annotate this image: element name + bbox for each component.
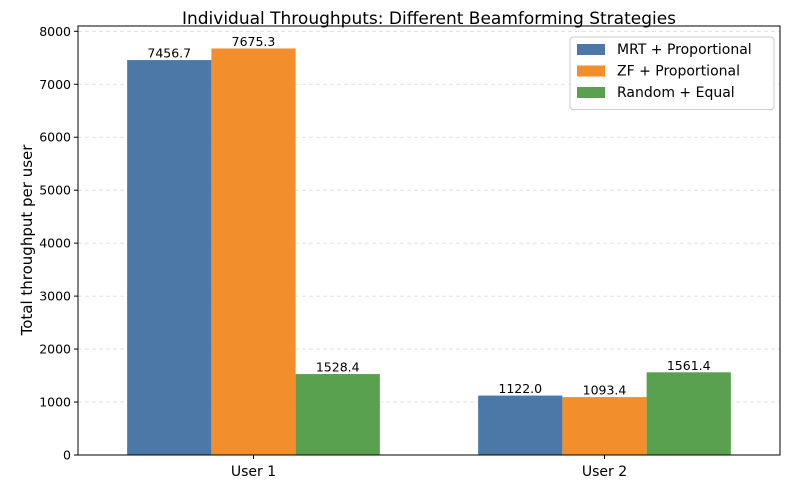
- bar-value-label: 7456.7: [147, 46, 191, 61]
- x-tick-label: User 1: [231, 464, 276, 480]
- y-tick-label: 7000: [39, 77, 71, 92]
- bar: [562, 397, 647, 455]
- legend: MRT + Proportional ZF + Proportional Rando…: [569, 36, 775, 110]
- y-axis-ticks: 0 1000 2000 3000 4000 5000 6000 7000 8000: [39, 24, 78, 463]
- legend-swatch: [577, 87, 605, 98]
- y-tick-label: 0: [63, 448, 71, 463]
- legend-swatch: [577, 65, 605, 77]
- x-axis-ticks: User 1 User 2: [231, 455, 627, 480]
- bars: [127, 48, 731, 455]
- bar-value-label: 1122.0: [498, 381, 542, 396]
- bar: [478, 395, 563, 455]
- legend-entry-label: MRT + Proportional: [617, 42, 752, 58]
- bar: [646, 372, 731, 455]
- bar: [127, 60, 212, 455]
- bar: [295, 374, 380, 455]
- x-tick-label: User 2: [582, 464, 627, 480]
- y-tick-label: 1000: [39, 395, 71, 410]
- y-tick-label: 3000: [39, 289, 71, 304]
- legend-entry-label: Random + Equal: [617, 85, 735, 101]
- plot-frame: [77, 25, 781, 456]
- legend-entry-label: ZF + Proportional: [617, 64, 740, 80]
- bar-value-label: 1561.4: [667, 358, 711, 373]
- y-axis-label: Total throughput per user: [18, 144, 36, 337]
- bar-value-label: 1093.4: [583, 383, 627, 398]
- y-tick-label: 2000: [39, 342, 71, 357]
- y-tick-label: 6000: [39, 130, 71, 145]
- y-tick-label: 8000: [39, 24, 71, 39]
- legend-box: [569, 36, 775, 110]
- bar: [211, 48, 296, 455]
- y-tick-label: 5000: [39, 183, 71, 198]
- legend-swatch: [577, 44, 605, 55]
- chart-title: Individual Throughputs: Different Beamfo…: [182, 9, 676, 29]
- y-tick-label: 4000: [39, 236, 71, 251]
- bar-value-label: 7675.3: [232, 34, 276, 49]
- data-labels: 7456.7 7675.3 1528.4 1122.0 1093.4 1561.4: [147, 34, 710, 398]
- bar-value-label: 1528.4: [316, 360, 360, 375]
